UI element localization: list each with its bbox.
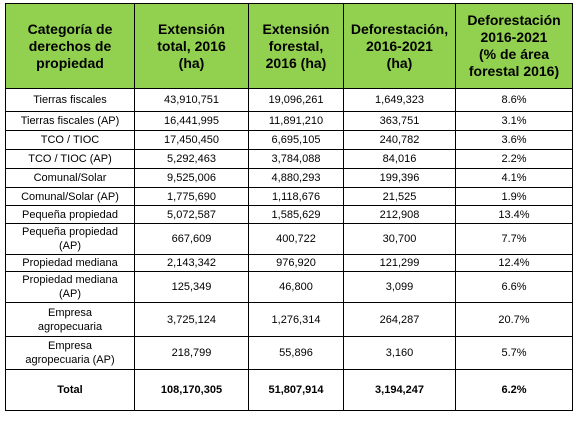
header-cell: Deforestación, 2016-2021 (ha) — [343, 3, 456, 89]
value-cell: 55,896 — [248, 336, 344, 370]
table-row: Empresa agropecuaria 3,725,124 1,276,314 26… — [5, 302, 573, 337]
total-row: Total 108,170,305 51,807,914 3,194,247 6.2% — [5, 369, 573, 411]
value-cell: 3,784,088 — [248, 149, 344, 169]
value-cell: 5,072,587 — [134, 205, 249, 224]
value-cell: 4,880,293 — [248, 168, 344, 188]
table-row: Comunal/Solar (AP) 1,775,690 1,118,676 21,5… — [5, 187, 573, 206]
table-row: Tierras fiscales (AP) 16,441,995 11,891,21… — [5, 111, 573, 131]
table-row: Comunal/Solar 9,525,006 4,880,293 199,396 4.… — [5, 168, 573, 188]
table-row: Pequeña propiedad 5,072,587 1,585,629 212,9… — [5, 205, 573, 224]
value-cell: 3.6% — [455, 130, 573, 150]
category-cell: Propiedad mediana (AP) — [5, 271, 135, 303]
value-cell: 21,525 — [343, 187, 456, 206]
value-cell: 8.6% — [455, 88, 573, 112]
table-row: Propiedad mediana 2,143,342 976,920 121,299… — [5, 254, 573, 272]
value-cell: 199,396 — [343, 168, 456, 188]
value-cell: 1.9% — [455, 187, 573, 206]
value-cell: 6.2% — [455, 369, 573, 411]
header-cell: Extensión forestal, 2016 (ha) — [248, 3, 344, 89]
category-cell: Pequeña propiedad (AP) — [5, 223, 135, 255]
value-cell: 16,441,995 — [134, 111, 249, 131]
header-cell: Categoría de derechos de propiedad — [5, 3, 135, 89]
table-row: TCO / TIOC 17,450,450 6,695,105 240,782 3.6% — [5, 130, 573, 150]
value-cell: 3,725,124 — [134, 302, 249, 337]
value-cell: 125,349 — [134, 271, 249, 303]
value-cell: 3,099 — [343, 271, 456, 303]
value-cell: 2,143,342 — [134, 254, 249, 272]
value-cell: 19,096,261 — [248, 88, 344, 112]
value-cell: 6,695,105 — [248, 130, 344, 150]
value-cell: 240,782 — [343, 130, 456, 150]
header-cell: Extensión total, 2016 (ha) — [134, 3, 249, 89]
value-cell: 46,800 — [248, 271, 344, 303]
header-cell: Deforestación 2016-2021 (% de área fores… — [455, 3, 573, 89]
value-cell: 1,775,690 — [134, 187, 249, 206]
value-cell: 3.1% — [455, 111, 573, 131]
value-cell: 121,299 — [343, 254, 456, 272]
value-cell: 108,170,305 — [134, 369, 249, 411]
category-cell: TCO / TIOC (AP) — [5, 149, 135, 169]
value-cell: 212,908 — [343, 205, 456, 224]
value-cell: 363,751 — [343, 111, 456, 131]
value-cell: 1,585,629 — [248, 205, 344, 224]
value-cell: 1,276,314 — [248, 302, 344, 337]
value-cell: 11,891,210 — [248, 111, 344, 131]
table-row: Pequeña propiedad (AP) 667,609 400,722 30,7… — [5, 223, 573, 255]
category-cell: Propiedad mediana — [5, 254, 135, 272]
value-cell: 43,910,751 — [134, 88, 249, 112]
table-row: Propiedad mediana (AP) 125,349 46,800 3,099… — [5, 271, 573, 303]
value-cell: 5.7% — [455, 336, 573, 370]
value-cell: 30,700 — [343, 223, 456, 255]
value-cell: 84,016 — [343, 149, 456, 169]
value-cell: 1,118,676 — [248, 187, 344, 206]
category-cell: TCO / TIOC — [5, 130, 135, 150]
value-cell: 3,194,247 — [343, 369, 456, 411]
table-row: Tierras fiscales 43,910,751 19,096,261 1,64… — [5, 88, 573, 112]
value-cell: 400,722 — [248, 223, 344, 255]
value-cell: 51,807,914 — [248, 369, 344, 411]
value-cell: 3,160 — [343, 336, 456, 370]
value-cell: 12.4% — [455, 254, 573, 272]
category-cell: Comunal/Solar (AP) — [5, 187, 135, 206]
value-cell: 5,292,463 — [134, 149, 249, 169]
value-cell: 667,609 — [134, 223, 249, 255]
value-cell: 976,920 — [248, 254, 344, 272]
value-cell: 264,287 — [343, 302, 456, 337]
category-cell: Empresa agropecuaria (AP) — [5, 336, 135, 370]
value-cell: 7.7% — [455, 223, 573, 255]
table-row: TCO / TIOC (AP) 5,292,463 3,784,088 84,016 2… — [5, 149, 573, 169]
data-table: Categoría de derechos de propiedad Extens… — [5, 3, 573, 411]
category-cell: Total — [5, 369, 135, 411]
category-cell: Tierras fiscales — [5, 88, 135, 112]
value-cell: 20.7% — [455, 302, 573, 337]
category-cell: Pequeña propiedad — [5, 205, 135, 224]
value-cell: 1,649,323 — [343, 88, 456, 112]
category-cell: Tierras fiscales (AP) — [5, 111, 135, 131]
value-cell: 17,450,450 — [134, 130, 249, 150]
value-cell: 4.1% — [455, 168, 573, 188]
category-cell: Empresa agropecuaria — [5, 302, 135, 337]
value-cell: 2.2% — [455, 149, 573, 169]
header-row: Categoría de derechos de propiedad Extens… — [5, 3, 573, 89]
table-row: Empresa agropecuaria (AP) 218,799 55,896 3,… — [5, 336, 573, 370]
value-cell: 6.6% — [455, 271, 573, 303]
value-cell: 218,799 — [134, 336, 249, 370]
value-cell: 13.4% — [455, 205, 573, 224]
category-cell: Comunal/Solar — [5, 168, 135, 188]
value-cell: 9,525,006 — [134, 168, 249, 188]
